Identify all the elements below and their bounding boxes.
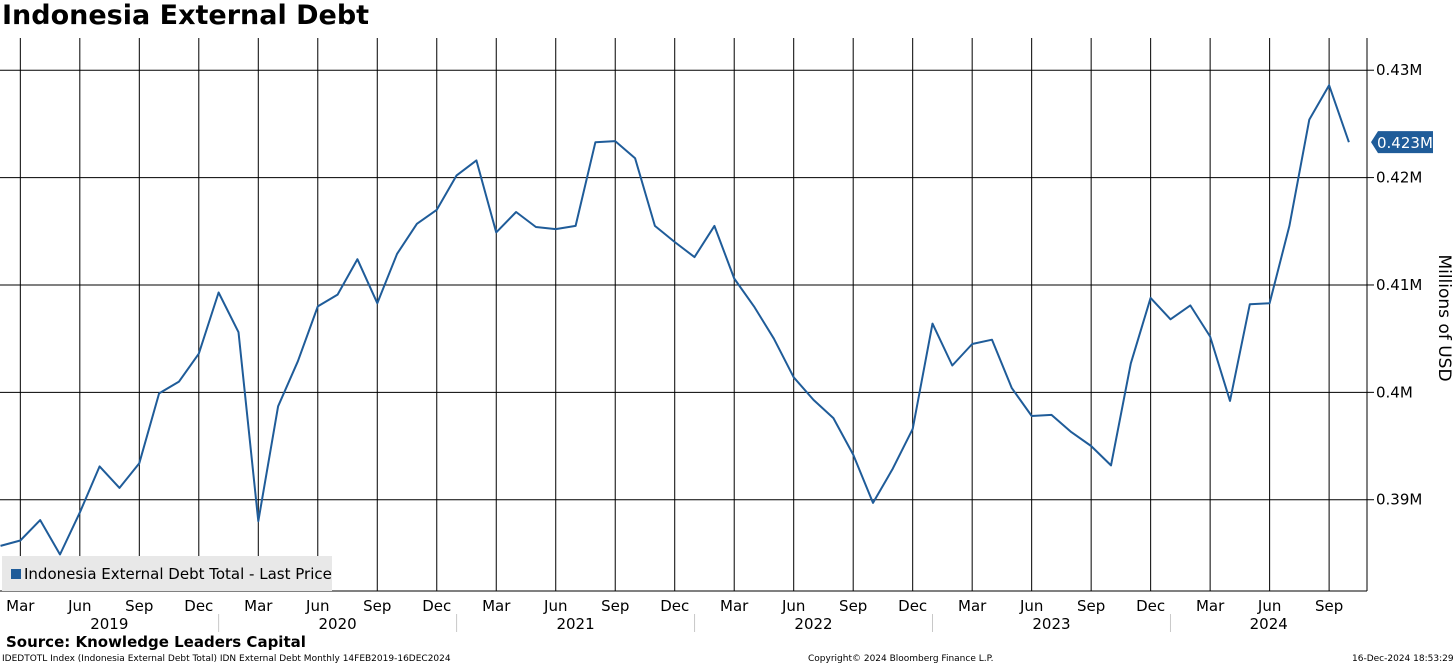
- y-tick-label: 0.41M: [1376, 276, 1422, 294]
- year-label: 2024: [1250, 615, 1288, 633]
- x-tick-label: Dec: [422, 597, 451, 615]
- x-tick-label: Mar: [6, 597, 35, 615]
- x-tick-label: Dec: [898, 597, 927, 615]
- footer-copyright: Copyright© 2024 Bloomberg Finance L.P.: [808, 654, 994, 664]
- footer-ticker: IDEDTOTL Index (Indonesia External Debt …: [2, 654, 451, 664]
- footer-timestamp: 16-Dec-2024 18:53:29: [1352, 654, 1454, 664]
- y-tick-label: 0.43M: [1376, 61, 1422, 79]
- year-label: 2019: [90, 615, 128, 633]
- x-tick-label: Mar: [958, 597, 987, 615]
- series-layer: [0, 84, 1350, 556]
- last-value-label: 0.423M: [1377, 134, 1433, 152]
- series-line: [0, 84, 1350, 556]
- x-tick-label: Jun: [67, 597, 91, 615]
- x-tick-label: Dec: [184, 597, 213, 615]
- label-layer: 0.39M 0.4M 0.41M 0.42M 0.43M Mar Jun Sep Dec Mar J…: [6, 61, 1433, 633]
- year-label: 2021: [556, 615, 594, 633]
- x-tick-label: Sep: [1315, 597, 1343, 615]
- x-tick-label: Dec: [1136, 597, 1165, 615]
- grid-layer: [0, 38, 1367, 591]
- x-tick-label: Sep: [363, 597, 391, 615]
- year-label: 2020: [319, 615, 357, 633]
- x-tick-label: Mar: [244, 597, 273, 615]
- chart-title: Indonesia External Debt: [2, 0, 370, 31]
- x-tick-label: Sep: [839, 597, 867, 615]
- year-label: 2023: [1032, 615, 1070, 633]
- x-tick-label: Sep: [125, 597, 153, 615]
- y-axis-label: Millions of USD: [1434, 254, 1454, 382]
- x-tick-label: Sep: [1077, 597, 1105, 615]
- x-tick-label: Jun: [543, 597, 567, 615]
- y-tick-label: 0.4M: [1376, 383, 1413, 401]
- x-tick-label: Mar: [720, 597, 749, 615]
- x-tick-label: Sep: [601, 597, 629, 615]
- axis-layer: [0, 38, 1374, 632]
- source-note: Source: Knowledge Leaders Capital: [6, 633, 306, 651]
- x-tick-label: Jun: [1019, 597, 1043, 615]
- x-tick-label: Dec: [660, 597, 689, 615]
- x-tick-label: Jun: [781, 597, 805, 615]
- x-tick-label: Mar: [482, 597, 511, 615]
- x-tick-label: Jun: [1257, 597, 1281, 615]
- x-tick-label: Mar: [1196, 597, 1225, 615]
- legend-label: Indonesia External Debt Total - Last Pri…: [24, 565, 332, 583]
- last-value-tag: [1371, 131, 1433, 154]
- x-tick-label: Jun: [305, 597, 329, 615]
- legend: Indonesia External Debt Total - Last Pri…: [2, 556, 332, 591]
- legend-swatch: [11, 569, 21, 579]
- y-tick-label: 0.42M: [1376, 169, 1422, 187]
- year-label: 2022: [794, 615, 832, 633]
- y-tick-label: 0.39M: [1376, 491, 1422, 509]
